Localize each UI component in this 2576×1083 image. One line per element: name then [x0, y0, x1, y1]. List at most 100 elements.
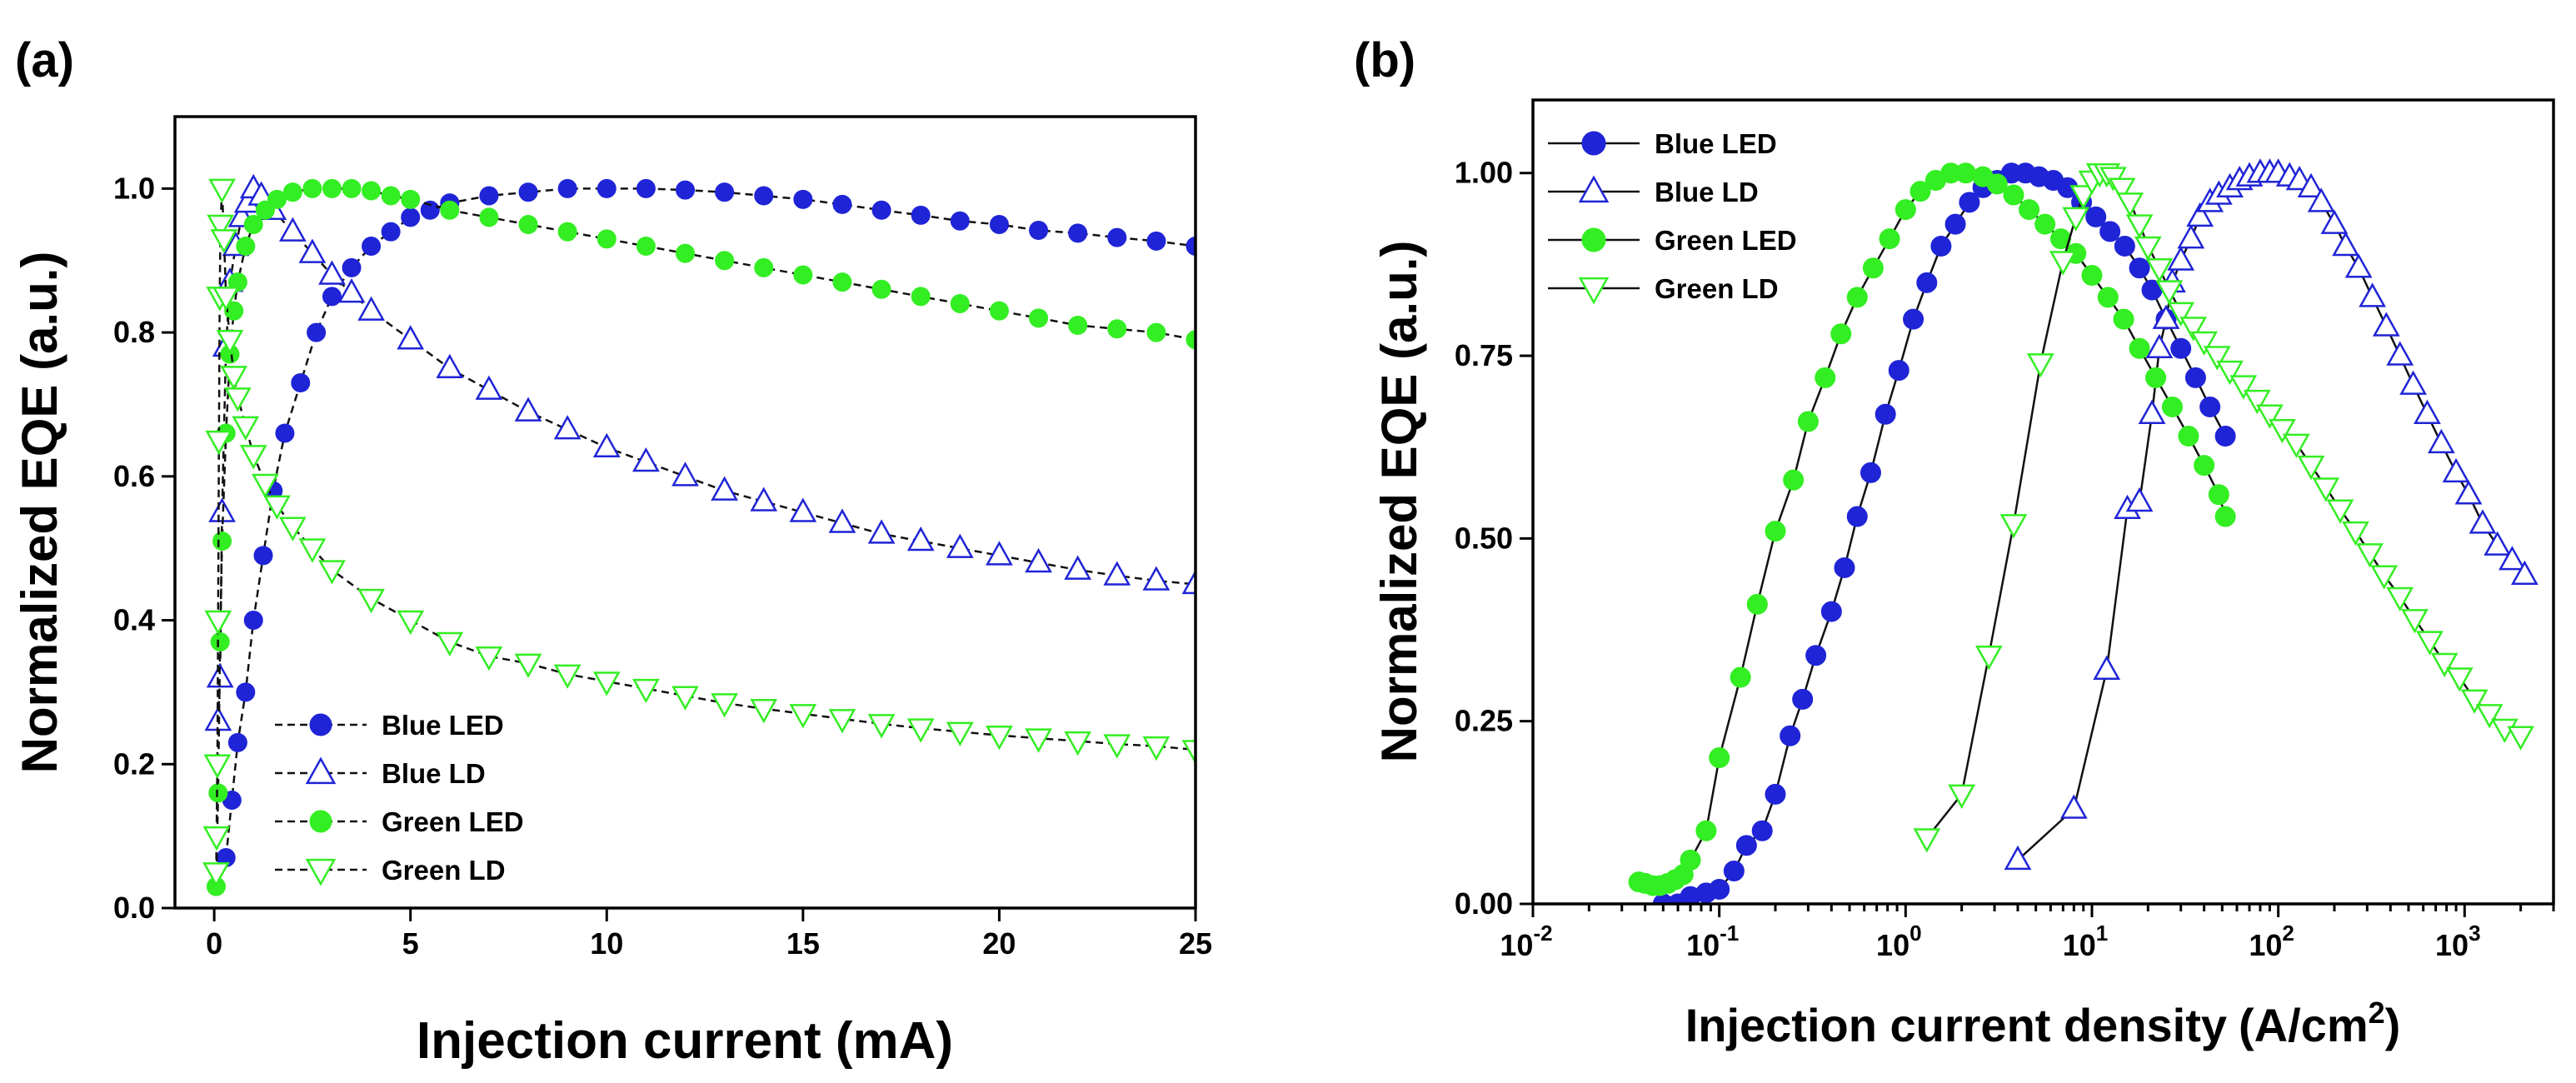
- data-point: [436, 631, 464, 657]
- legend-marker: [309, 713, 332, 736]
- legend-marker: [1578, 277, 1610, 305]
- data-point: [1974, 645, 2003, 671]
- legend-item: Blue LD: [1548, 175, 1759, 207]
- data-point: [2359, 282, 2386, 307]
- data-point: [1709, 747, 1730, 769]
- data-point: [205, 430, 233, 456]
- data-point: [397, 325, 425, 350]
- legend-label: Blue LD: [1655, 177, 1759, 207]
- data-point: [2004, 845, 2032, 871]
- data-point: [236, 236, 256, 256]
- panel-a-plot-area: [202, 173, 1196, 896]
- data-point: [1064, 555, 1092, 580]
- data-point: [2050, 228, 2072, 250]
- legend-marker: [1578, 175, 1610, 203]
- data-point: [2475, 704, 2504, 729]
- data-point: [381, 186, 401, 206]
- data-point: [302, 178, 322, 198]
- series-green-led: [206, 178, 1196, 896]
- data-point: [632, 447, 660, 472]
- data-point: [1107, 319, 1127, 339]
- data-point: [2297, 172, 2325, 198]
- legend-label: Green LD: [1655, 273, 1779, 304]
- data-point: [1830, 323, 1852, 345]
- data-point: [381, 222, 401, 242]
- data-point: [514, 397, 542, 422]
- y-tick-label: 0.2: [113, 746, 155, 781]
- data-point: [1797, 411, 1819, 432]
- y-tick-label: 0.6: [113, 459, 155, 493]
- data-point: [2214, 426, 2236, 447]
- data-point: [202, 826, 231, 851]
- data-point: [2344, 253, 2373, 278]
- data-point: [2460, 689, 2489, 714]
- data-point: [2507, 726, 2534, 751]
- data-point: [2161, 396, 2183, 417]
- y-tick-label: 0.75: [1455, 338, 1513, 372]
- data-point: [2134, 236, 2162, 262]
- data-point: [1999, 514, 2028, 539]
- data-point: [282, 182, 302, 202]
- legend-item: Blue LED: [275, 710, 504, 741]
- data-point: [676, 243, 695, 263]
- data-point: [1186, 236, 1196, 256]
- data-point: [2177, 224, 2205, 249]
- data-point: [828, 508, 856, 533]
- data-point: [318, 560, 346, 585]
- data-point: [2129, 337, 2150, 359]
- data-point: [2256, 404, 2284, 429]
- data-point: [220, 366, 248, 391]
- data-point: [307, 322, 327, 342]
- panel-b-axes: 10-2 10-1 100 101 102 103 0.00 0.25 0.50 0.75 1.00: [1455, 156, 2555, 962]
- x-tick-label: 0: [206, 926, 222, 961]
- legend-marker: [305, 858, 337, 886]
- data-point: [1029, 308, 1049, 328]
- data-point: [2178, 426, 2199, 447]
- data-point: [2059, 794, 2088, 819]
- series-line: [215, 188, 1196, 872]
- data-point: [2186, 202, 2214, 227]
- legend-item: Green LD: [275, 855, 506, 886]
- data-point: [2386, 341, 2414, 366]
- panel-a-axes: 0 5 10 15 20 25 0.0 0.2 0.4 0.6 0.8 1.0: [113, 171, 1212, 961]
- data-point: [440, 200, 460, 220]
- data-point: [557, 178, 577, 198]
- series-blue-ld: [2004, 158, 2539, 871]
- data-point: [2510, 560, 2539, 585]
- data-point: [227, 272, 247, 292]
- data-point: [1846, 506, 1868, 527]
- data-point: [2401, 609, 2429, 634]
- data-point: [1068, 315, 1088, 335]
- data-point: [2049, 251, 2077, 276]
- data-point: [212, 287, 240, 312]
- data-point: [479, 207, 499, 227]
- data-point: [676, 180, 695, 200]
- data-point: [2454, 480, 2483, 505]
- data-point: [298, 238, 327, 263]
- data-point: [263, 495, 291, 520]
- data-point: [1025, 728, 1052, 753]
- data-point: [2199, 396, 2221, 417]
- legend-marker: [1581, 227, 1606, 252]
- data-point: [514, 653, 542, 678]
- data-point: [989, 301, 1009, 321]
- data-point: [1879, 228, 1900, 250]
- series-line: [215, 187, 1196, 887]
- panel-a-ylabel: Normalized EQE (a.u.): [12, 252, 67, 774]
- data-point: [2114, 235, 2135, 257]
- x-tick-label: 102: [2249, 921, 2294, 962]
- data-point: [342, 178, 362, 198]
- data-point: [1181, 569, 1196, 595]
- data-point: [2427, 428, 2455, 454]
- data-point: [906, 718, 935, 743]
- data-point: [2445, 667, 2474, 692]
- data-point: [793, 265, 813, 285]
- data-point: [986, 725, 1013, 751]
- data-point: [2179, 317, 2208, 342]
- data-point: [518, 182, 538, 202]
- data-point: [322, 287, 342, 307]
- data-point: [867, 714, 896, 739]
- data-point: [420, 200, 440, 220]
- data-point: [2184, 367, 2206, 388]
